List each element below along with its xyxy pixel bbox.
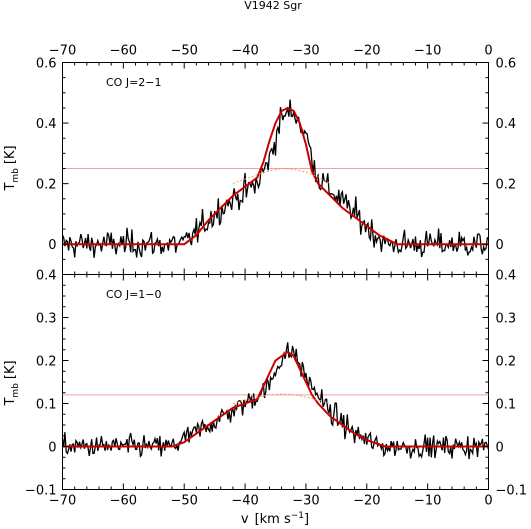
bottom-y-label-unit: [K] [3, 360, 18, 379]
bottom-y-tick-label-right: 0.3 [496, 312, 517, 327]
top-panel-plot [61, 99, 489, 258]
figure-title: V1942 Sgr [244, 0, 302, 12]
bottom-panel-plot [61, 342, 490, 460]
bottom-y-axis-label: Tmb [K] [3, 360, 21, 406]
bottom-y-tick-label-left: 0.1 [36, 398, 57, 413]
bottom-y-tick-label-right: 0.2 [496, 355, 517, 370]
top-spectrum-line [61, 99, 489, 258]
bottom-y-tick-label-right: 0.1 [496, 398, 517, 413]
bottom-y-tick-label-right: 0.4 [496, 269, 517, 284]
top-y-tick-label-left: 0.4 [36, 117, 57, 132]
top-x-tick-label: −10 [414, 44, 441, 59]
top-y-tick-label-left: 0 [48, 238, 56, 253]
x-label-unit: [km s [255, 512, 291, 527]
bottom-y-tick-label-left: 0.2 [36, 355, 57, 370]
bottom-x-tick-label: −20 [353, 494, 380, 509]
top-x-tick-label: −40 [231, 44, 258, 59]
top-x-tick-label: −50 [170, 44, 197, 59]
bottom-y-label-sub: mb [11, 383, 21, 398]
bottom-x-tick-label: −70 [49, 494, 76, 509]
bottom-y-tick-label-left: −0.1 [25, 484, 57, 499]
top-y-tick-label-right: 0.2 [496, 178, 517, 193]
top-x-tick-label: −70 [49, 44, 76, 59]
top-y-tick-label-right: 0.4 [496, 117, 517, 132]
x-label-close: ] [304, 512, 309, 527]
bottom-y-tick-label-left: 0 [48, 441, 56, 456]
bottom-x-tick-label: −50 [170, 494, 197, 509]
top-x-tick-label: −30 [292, 44, 319, 59]
x-label-main: v [241, 512, 249, 527]
tick-marks [62, 62, 489, 490]
top-y-tick-label-left: 0.6 [36, 57, 57, 72]
bottom-x-tick-label: −10 [414, 494, 441, 509]
bottom-x-tick-label: 0 [484, 494, 492, 509]
bottom-y-tick-label-right: −0.1 [496, 484, 528, 499]
bottom-x-tick-label: −40 [231, 494, 258, 509]
top-y-tick-label-left: 0.2 [36, 178, 57, 193]
bottom-y-label-main: T [3, 398, 18, 407]
top-fit-line [62, 106, 489, 246]
top-y-label-main: T [3, 183, 18, 192]
bottom-spectrum-line [61, 342, 490, 460]
bottom-fit-line [62, 350, 489, 448]
top-panel-label: CO J=2−1 [106, 76, 162, 89]
bottom-y-tick-label-left: 0.4 [36, 269, 57, 284]
bottom-y-tick-label-right: 0 [496, 441, 504, 456]
bottom-panel-label: CO J=1−0 [106, 288, 162, 301]
top-x-tick-label: 0 [484, 44, 492, 59]
top-component-line [232, 167, 331, 185]
top-y-label-unit: [K] [3, 145, 18, 164]
top-y-axis-label: Tmb [K] [3, 145, 21, 191]
top-x-tick-label: −20 [353, 44, 380, 59]
bottom-x-tick-label: −60 [110, 494, 137, 509]
bottom-panel-frame [62, 274, 489, 490]
tick-labels: −70 −60 −50 −40 −30 −20 −10 0 0 0.2 0.4 0.6 0 0.2 0.4 0… [25, 44, 527, 509]
bottom-y-tick-label-left: 0.3 [36, 312, 57, 327]
top-y-tick-label-right: 0.6 [496, 57, 517, 72]
x-axis-label: v [km s−1] [241, 511, 309, 527]
top-y-tick-label-right: 0 [496, 238, 504, 253]
x-label-exp: −1 [291, 511, 304, 521]
top-y-label-sub: mb [11, 168, 21, 183]
top-x-tick-label: −60 [110, 44, 137, 59]
bottom-x-tick-label: −30 [292, 494, 319, 509]
bottom-component-line [232, 393, 331, 404]
